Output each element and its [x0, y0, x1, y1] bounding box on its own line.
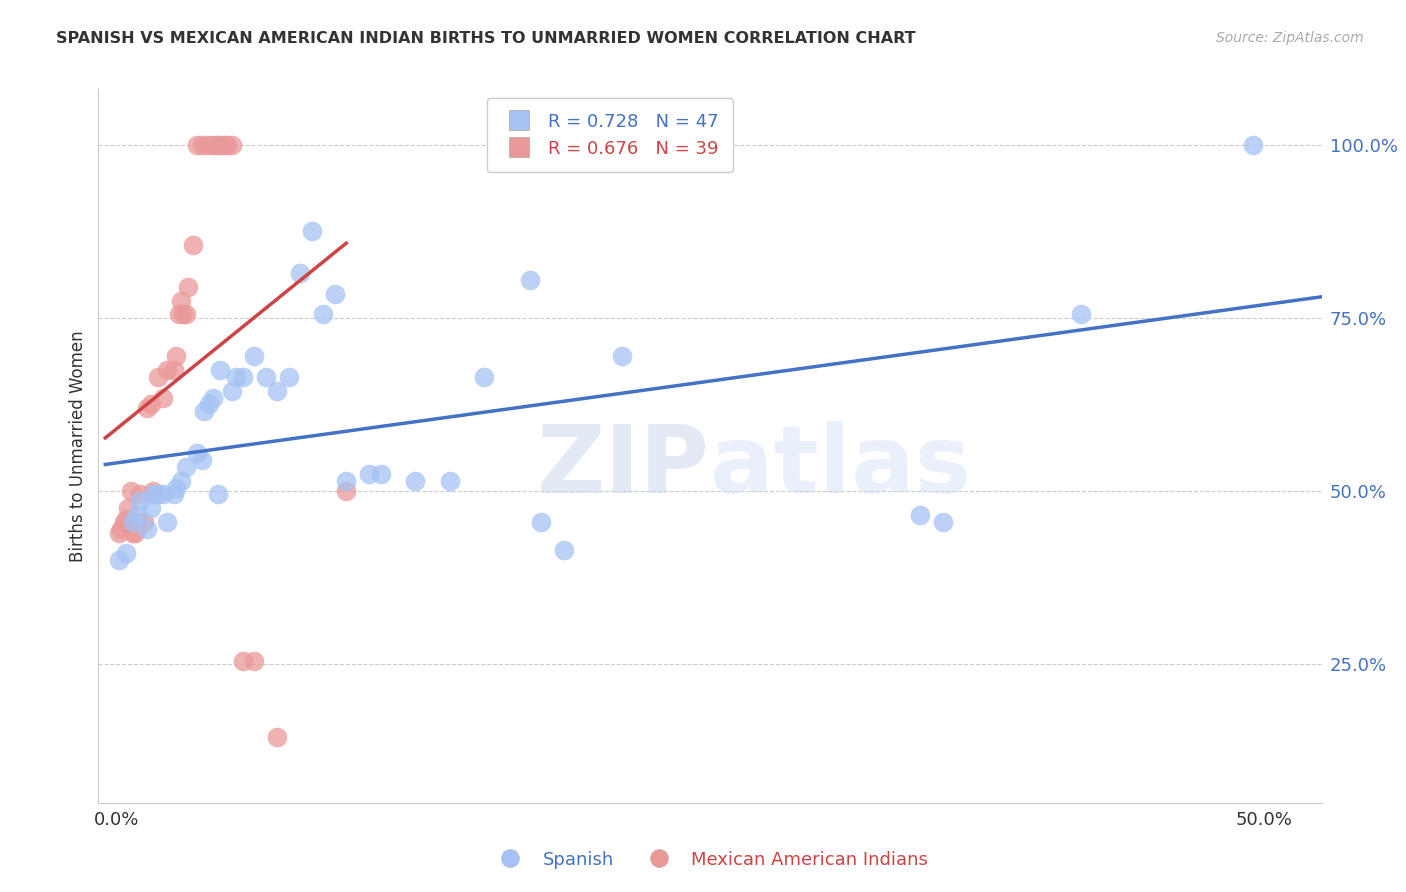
Point	[135, 522, 157, 536]
Point	[186, 446, 208, 460]
Point	[181, 238, 204, 252]
Y-axis label: Births to Unmarried Women: Births to Unmarried Women	[69, 330, 87, 562]
Point	[167, 307, 190, 321]
Point	[335, 483, 357, 498]
Point	[207, 137, 229, 152]
Point	[290, 266, 312, 280]
Point	[163, 487, 186, 501]
Point	[170, 293, 193, 308]
Point	[165, 349, 187, 363]
Point	[243, 654, 266, 668]
Point	[165, 481, 187, 495]
Point	[174, 307, 197, 321]
Point	[266, 384, 288, 398]
Point	[439, 474, 461, 488]
Point	[163, 363, 186, 377]
Point	[152, 487, 174, 501]
Point	[908, 508, 931, 523]
Point	[115, 512, 138, 526]
Point	[108, 525, 131, 540]
Point	[156, 515, 179, 529]
Point	[197, 397, 219, 411]
Text: Source: ZipAtlas.com: Source: ZipAtlas.com	[1216, 31, 1364, 45]
Point	[221, 384, 243, 398]
Point	[207, 487, 229, 501]
Point	[177, 279, 200, 293]
Point	[146, 369, 169, 384]
Point	[221, 137, 243, 152]
Point	[214, 137, 236, 152]
Point	[156, 363, 179, 377]
Point	[108, 553, 131, 567]
Point	[128, 494, 150, 508]
Point	[209, 137, 232, 152]
Point	[170, 474, 193, 488]
Text: ZIP: ZIP	[537, 421, 710, 514]
Point	[146, 487, 169, 501]
Point	[232, 369, 254, 384]
Point	[127, 508, 149, 523]
Point	[193, 404, 215, 418]
Point	[112, 515, 135, 529]
Point	[121, 515, 143, 529]
Point	[232, 654, 254, 668]
Point	[127, 515, 149, 529]
Point	[124, 525, 146, 540]
Point	[1241, 137, 1264, 152]
Point	[312, 307, 335, 321]
Point	[120, 483, 142, 498]
Point	[172, 307, 194, 321]
Point	[530, 515, 553, 529]
Point	[117, 501, 139, 516]
Point	[1070, 307, 1092, 321]
Point	[254, 369, 277, 384]
Point	[152, 391, 174, 405]
Point	[277, 369, 299, 384]
Point	[128, 487, 150, 501]
Point	[215, 137, 238, 152]
Point	[553, 543, 575, 558]
Point	[142, 483, 165, 498]
Point	[200, 137, 222, 152]
Point	[335, 474, 357, 488]
Point	[174, 459, 197, 474]
Point	[932, 515, 955, 529]
Point	[266, 730, 288, 744]
Point	[209, 363, 232, 377]
Point	[135, 401, 157, 415]
Point	[404, 474, 426, 488]
Point	[301, 224, 323, 238]
Point	[370, 467, 392, 481]
Point	[225, 369, 247, 384]
Point	[134, 515, 156, 529]
Point	[115, 546, 138, 560]
Point	[190, 137, 212, 152]
Point	[519, 273, 541, 287]
Point	[110, 522, 132, 536]
Point	[121, 525, 143, 540]
Point	[190, 453, 212, 467]
Point	[610, 349, 633, 363]
Point	[472, 369, 495, 384]
Text: atlas: atlas	[710, 421, 972, 514]
Point	[141, 501, 163, 516]
Text: SPANISH VS MEXICAN AMERICAN INDIAN BIRTHS TO UNMARRIED WOMEN CORRELATION CHART: SPANISH VS MEXICAN AMERICAN INDIAN BIRTH…	[56, 31, 915, 46]
Point	[186, 137, 208, 152]
Point	[323, 286, 346, 301]
Point	[243, 349, 266, 363]
Point	[202, 391, 225, 405]
Point	[359, 467, 381, 481]
Point	[142, 487, 165, 501]
Point	[141, 397, 163, 411]
Point	[195, 137, 218, 152]
Legend: Spanish, Mexican American Indians: Spanish, Mexican American Indians	[485, 844, 935, 876]
Point	[204, 137, 226, 152]
